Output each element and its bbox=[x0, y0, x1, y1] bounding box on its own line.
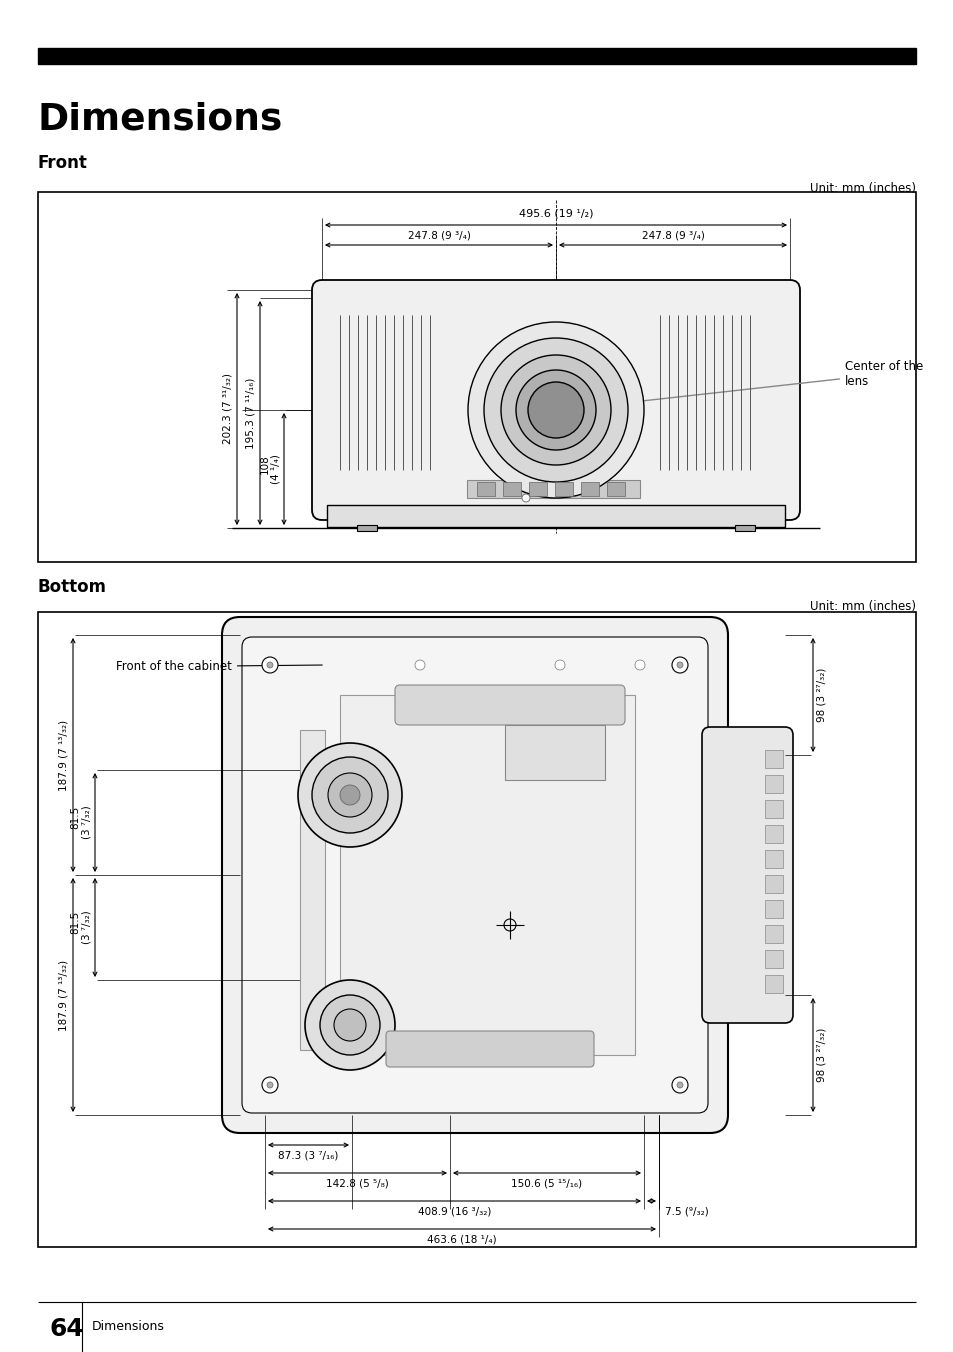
Bar bbox=[38, 49, 915, 64]
Text: Unit: mm (inches): Unit: mm (inches) bbox=[809, 183, 915, 195]
Circle shape bbox=[339, 786, 359, 804]
Text: Center of the
lens: Center of the lens bbox=[563, 360, 923, 410]
Bar bbox=[764, 925, 782, 942]
Text: 87.3 (3 ⁷/₁₆): 87.3 (3 ⁷/₁₆) bbox=[278, 1151, 338, 1160]
Circle shape bbox=[677, 1082, 682, 1088]
Circle shape bbox=[516, 370, 596, 450]
FancyBboxPatch shape bbox=[222, 617, 727, 1133]
FancyBboxPatch shape bbox=[395, 685, 624, 725]
Circle shape bbox=[262, 1078, 277, 1092]
Bar bbox=[764, 875, 782, 894]
Circle shape bbox=[297, 744, 401, 846]
Circle shape bbox=[671, 657, 687, 673]
Bar bbox=[764, 750, 782, 768]
Text: Bottom: Bottom bbox=[38, 579, 107, 596]
Bar bbox=[339, 695, 635, 1055]
Text: 142.8 (5 ⁵/₈): 142.8 (5 ⁵/₈) bbox=[326, 1178, 389, 1188]
Bar bbox=[764, 775, 782, 794]
Text: Unit: mm (inches): Unit: mm (inches) bbox=[809, 600, 915, 612]
Text: 202.3 (7 ³¹/₃₂): 202.3 (7 ³¹/₃₂) bbox=[223, 373, 233, 445]
Bar bbox=[764, 850, 782, 868]
FancyBboxPatch shape bbox=[701, 727, 792, 1023]
Bar bbox=[555, 483, 573, 496]
Bar bbox=[502, 483, 520, 496]
Circle shape bbox=[635, 660, 644, 671]
Bar bbox=[299, 730, 325, 1051]
Text: 408.9 (16 ³/₃₂): 408.9 (16 ³/₃₂) bbox=[417, 1206, 491, 1215]
Circle shape bbox=[305, 980, 395, 1069]
Text: 195.3 (7 ¹¹/₁₆): 195.3 (7 ¹¹/₁₆) bbox=[246, 377, 255, 449]
Text: 98 (3 ²⁷/₃₂): 98 (3 ²⁷/₃₂) bbox=[816, 668, 826, 722]
Bar bbox=[38, 192, 915, 562]
Circle shape bbox=[415, 660, 424, 671]
Bar bbox=[327, 506, 784, 527]
Text: 495.6 (19 ¹/₂): 495.6 (19 ¹/₂) bbox=[518, 210, 593, 219]
Bar bbox=[734, 525, 754, 531]
Bar bbox=[764, 950, 782, 968]
Text: 247.8 (9 ³/₄): 247.8 (9 ³/₄) bbox=[407, 230, 470, 241]
Bar bbox=[529, 483, 546, 496]
Circle shape bbox=[500, 356, 610, 465]
Circle shape bbox=[677, 662, 682, 668]
Text: 150.6 (5 ¹⁵/₁₆): 150.6 (5 ¹⁵/₁₆) bbox=[511, 1178, 582, 1188]
Text: Dimensions: Dimensions bbox=[38, 101, 283, 138]
Circle shape bbox=[267, 662, 273, 668]
Circle shape bbox=[483, 338, 627, 483]
Text: Front: Front bbox=[38, 154, 88, 172]
Bar bbox=[467, 480, 639, 498]
Bar bbox=[38, 612, 915, 1247]
Circle shape bbox=[671, 1078, 687, 1092]
Bar bbox=[356, 525, 376, 531]
FancyBboxPatch shape bbox=[312, 280, 800, 521]
Circle shape bbox=[312, 757, 388, 833]
FancyBboxPatch shape bbox=[386, 1032, 594, 1067]
Circle shape bbox=[468, 322, 643, 498]
Circle shape bbox=[521, 493, 530, 502]
Circle shape bbox=[334, 1009, 366, 1041]
Circle shape bbox=[262, 657, 277, 673]
Circle shape bbox=[527, 383, 583, 438]
Bar bbox=[764, 975, 782, 992]
Bar bbox=[476, 483, 495, 496]
Text: 187.9 (7 ¹³/₃₂): 187.9 (7 ¹³/₃₂) bbox=[59, 719, 69, 791]
FancyBboxPatch shape bbox=[242, 637, 707, 1113]
Text: 81.5
(3 ⁷/₃₂): 81.5 (3 ⁷/₃₂) bbox=[71, 806, 91, 840]
Circle shape bbox=[319, 995, 379, 1055]
Bar bbox=[580, 483, 598, 496]
Text: 81.5
(3 ⁷/₃₂): 81.5 (3 ⁷/₃₂) bbox=[71, 911, 91, 945]
Bar bbox=[504, 725, 604, 780]
Bar bbox=[606, 483, 624, 496]
Bar bbox=[764, 825, 782, 844]
Text: 98 (3 ²⁷/₃₂): 98 (3 ²⁷/₃₂) bbox=[816, 1028, 826, 1082]
Text: 187.9 (7 ¹³/₃₂): 187.9 (7 ¹³/₃₂) bbox=[59, 960, 69, 1030]
Text: Dimensions: Dimensions bbox=[91, 1320, 165, 1333]
Circle shape bbox=[328, 773, 372, 817]
Bar bbox=[764, 900, 782, 918]
Bar bbox=[764, 800, 782, 818]
Circle shape bbox=[555, 660, 564, 671]
Text: 463.6 (18 ¹/₄): 463.6 (18 ¹/₄) bbox=[427, 1234, 497, 1244]
Text: 108
(4 ¹/₄): 108 (4 ¹/₄) bbox=[259, 454, 281, 484]
Circle shape bbox=[267, 1082, 273, 1088]
Text: Front of the cabinet: Front of the cabinet bbox=[116, 660, 322, 673]
Text: 247.8 (9 ³/₄): 247.8 (9 ³/₄) bbox=[640, 230, 703, 241]
Text: 64: 64 bbox=[50, 1317, 85, 1341]
Text: 7.5 (⁹/₃₂): 7.5 (⁹/₃₂) bbox=[664, 1206, 708, 1215]
